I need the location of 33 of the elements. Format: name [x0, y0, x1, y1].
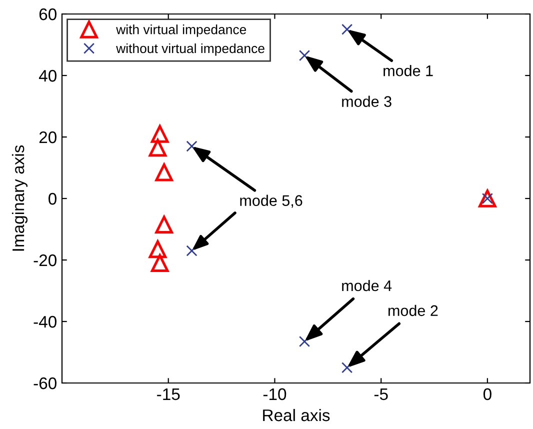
- point: [342, 362, 353, 374]
- x-tick-label: -10: [263, 388, 286, 400]
- y-tick-label: -60: [34, 377, 56, 390]
- point: [186, 140, 198, 152]
- annotation: mode 2: [388, 304, 438, 316]
- x-tick-label: -15: [157, 388, 180, 400]
- annotation: mode 1: [384, 64, 433, 76]
- point: [298, 336, 310, 348]
- annotation: mode 5,6: [240, 194, 302, 208]
- point: [150, 254, 169, 272]
- point: [150, 125, 169, 143]
- point: [186, 245, 198, 256]
- point: [148, 138, 167, 157]
- y-tick-label: 60: [39, 8, 56, 20]
- legend-label: without virtual impedance: [116, 43, 264, 56]
- y-tick-label: 40: [38, 70, 56, 82]
- x-tick-label: 0: [483, 388, 492, 400]
- annotation: mode 3: [342, 96, 392, 107]
- point: [155, 163, 173, 182]
- y-tick-label: 0: [48, 192, 56, 205]
- y-tick-label: -20: [34, 254, 56, 266]
- point: [155, 216, 173, 234]
- y-tick-label: -40: [34, 316, 56, 328]
- point: [298, 50, 310, 62]
- legend-label: with virtual impedance: [116, 24, 246, 37]
- annotation: mode 4: [342, 280, 392, 292]
- y-axis-title: Imaginary axis: [12, 145, 28, 251]
- point: [342, 24, 353, 35]
- point: [148, 240, 167, 258]
- x-tick-label: -5: [374, 388, 388, 400]
- x-axis-title: Real axis: [263, 408, 330, 422]
- y-tick-label: 20: [39, 131, 56, 144]
- point: [478, 190, 496, 208]
